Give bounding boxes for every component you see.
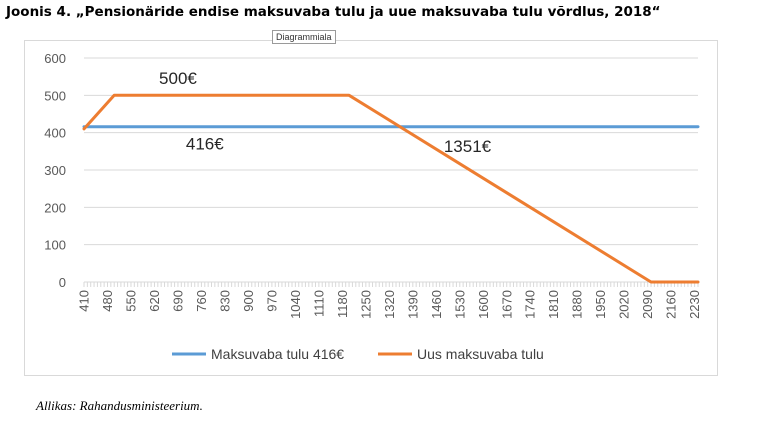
x-tick-label: 970 <box>264 290 279 312</box>
x-tick-label: 2230 <box>687 290 702 319</box>
x-tick-label: 1880 <box>570 290 585 319</box>
x-tick-label: 760 <box>194 290 209 312</box>
x-tick-label: 550 <box>123 290 138 312</box>
x-tick-label: 1180 <box>335 290 350 318</box>
chart-area-tooltip: Diagrammiala <box>272 30 336 44</box>
x-tick-label: 2160 <box>664 290 679 319</box>
chart-title: Joonis 4. „Pensionäride endise maksuvaba… <box>6 4 661 20</box>
x-tick-label: 1600 <box>476 290 491 319</box>
y-tick-label: 0 <box>59 275 66 290</box>
x-tick-label: 620 <box>147 290 162 312</box>
x-tick-label: 1040 <box>288 290 303 319</box>
data-annotation: 1351€ <box>444 137 492 156</box>
x-tick-label: 1740 <box>523 290 538 319</box>
x-tick-label: 1250 <box>358 290 373 319</box>
x-tick-label: 1110 <box>311 290 326 317</box>
x-tick-label: 1810 <box>546 290 561 319</box>
legend-label-1: Maksuvaba tulu 416€ <box>211 346 344 362</box>
x-tick-label: 1950 <box>593 290 608 319</box>
data-annotation: 500€ <box>159 69 197 88</box>
x-tick-label: 410 <box>77 290 92 312</box>
x-tick-label: 2090 <box>640 290 655 319</box>
x-tick-label: 900 <box>241 290 256 312</box>
data-annotation: 416€ <box>186 134 224 153</box>
y-tick-label: 300 <box>44 163 66 178</box>
x-tick-label: 1670 <box>499 290 514 319</box>
x-tick-label: 1390 <box>405 290 420 319</box>
x-tick-label: 1530 <box>452 290 467 319</box>
legend-label-2: Uus maksuvaba tulu <box>417 346 544 362</box>
y-tick-label: 100 <box>44 238 66 253</box>
y-tick-label: 400 <box>44 126 66 141</box>
series-line-2 <box>82 93 700 284</box>
y-tick-label: 500 <box>44 88 66 103</box>
x-tick-label: 2020 <box>617 290 632 319</box>
y-tick-label: 600 <box>44 51 66 66</box>
x-tick-label: 1320 <box>382 290 397 319</box>
source-note: Allikas: Rahandusministeerium. <box>36 398 203 413</box>
x-tick-label: 830 <box>217 290 232 312</box>
x-tick-label: 1460 <box>429 290 444 319</box>
y-tick-label: 200 <box>44 200 66 215</box>
chart-area-frame <box>24 40 718 376</box>
x-tick-label: 480 <box>100 290 115 312</box>
x-tick-label: 690 <box>170 290 185 312</box>
